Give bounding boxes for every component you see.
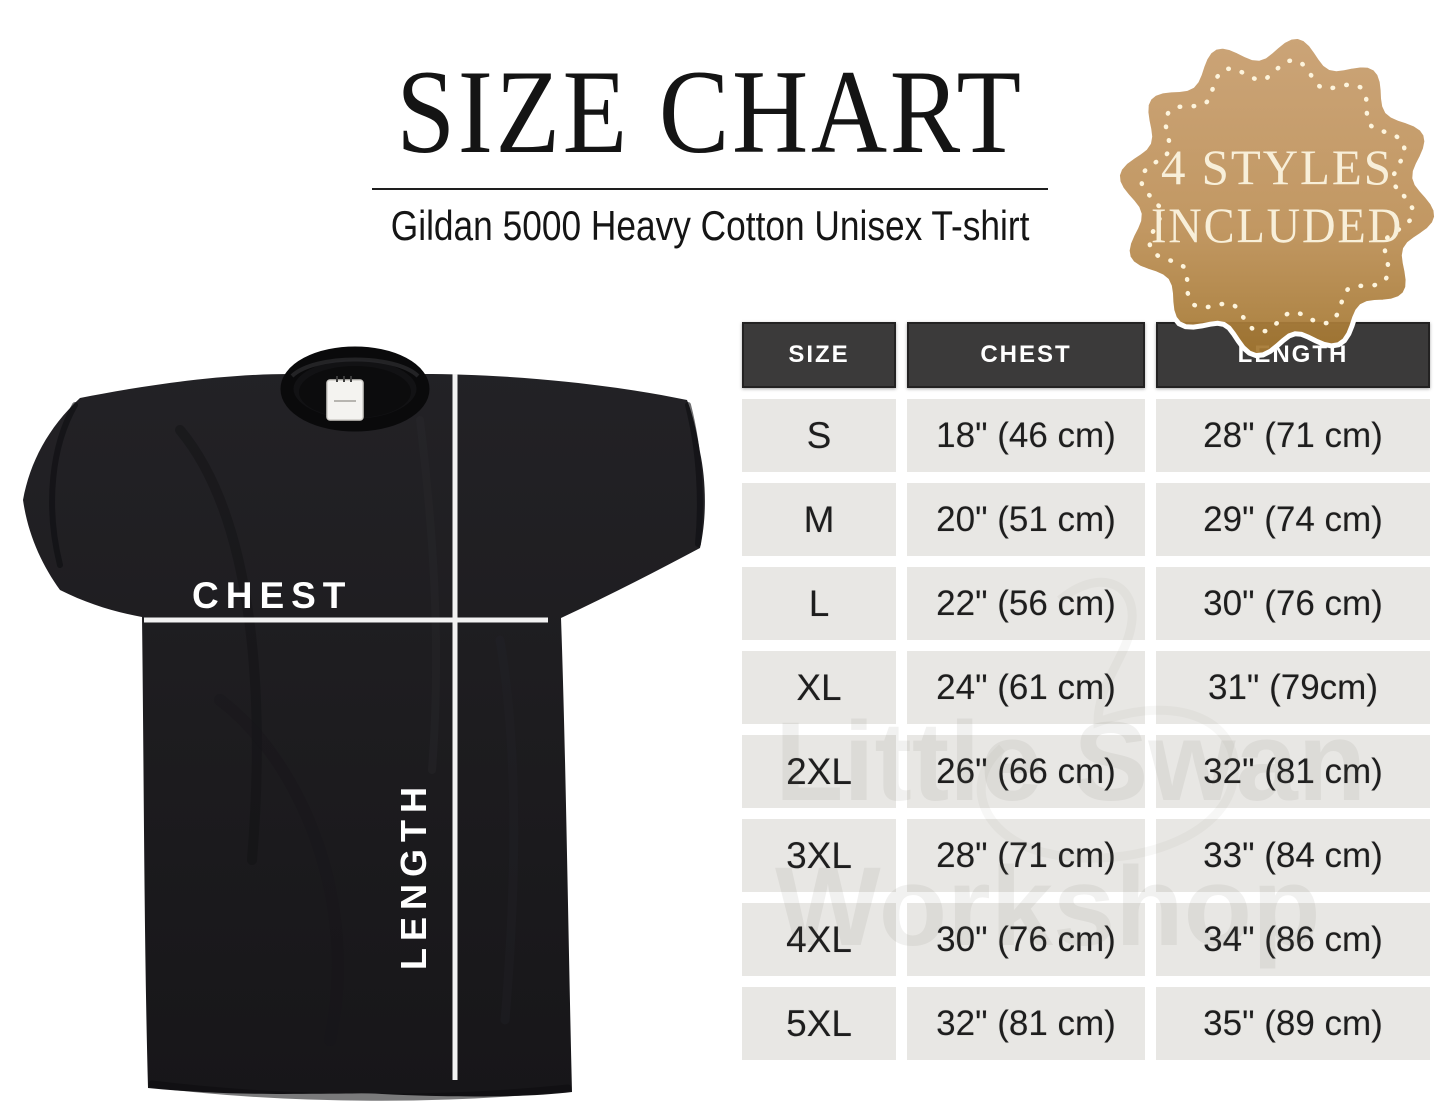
size-cell: 5XL	[742, 987, 896, 1060]
size-cell: XL	[742, 651, 896, 724]
badge-dotted-ring	[1138, 57, 1416, 335]
size-cell: M	[742, 483, 896, 556]
measurement-cell: 33" (84 cm)	[1156, 819, 1430, 892]
measurement-cell: 18" (46 cm)	[907, 399, 1145, 472]
measurement-cell: 20" (51 cm)	[907, 483, 1145, 556]
measurement-cell: 26" (66 cm)	[907, 735, 1145, 808]
size-cell: L	[742, 567, 896, 640]
chest-label: CHEST	[192, 575, 352, 616]
column-header-chest: CHEST	[907, 322, 1145, 388]
page-title: SIZE CHART	[396, 45, 1024, 178]
column-header-size: SIZE	[742, 322, 896, 388]
measurement-cell: 30" (76 cm)	[1156, 567, 1430, 640]
title-underline	[372, 188, 1048, 190]
badge-text-line2: INCLUDED	[1151, 197, 1403, 253]
measurement-cell: 32" (81 cm)	[1156, 735, 1430, 808]
size-table: SIZE CHEST LENGTH S 18" (46 cm) 28" (71 cm…	[742, 322, 1430, 1060]
measurement-cell: 34" (86 cm)	[1156, 903, 1430, 976]
tshirt-silhouette	[23, 350, 705, 1097]
measurement-cell: 22" (56 cm)	[907, 567, 1145, 640]
measurement-cell: 29" (74 cm)	[1156, 483, 1430, 556]
size-cell: 2XL	[742, 735, 896, 808]
column-header-length: LENGTH	[1156, 322, 1430, 388]
page-subtitle: Gildan 5000 Heavy Cotton Unisex T-shirt	[390, 202, 1030, 249]
size-cell: 3XL	[742, 819, 896, 892]
measurement-cell: 24" (61 cm)	[907, 651, 1145, 724]
measurement-cell: 31" (79cm)	[1156, 651, 1430, 724]
length-label: LENGTH	[393, 780, 434, 970]
measurement-cell: 28" (71 cm)	[907, 819, 1145, 892]
measurement-cell: 35" (89 cm)	[1156, 987, 1430, 1060]
measurement-cell: 32" (81 cm)	[907, 987, 1145, 1060]
badge-text-line1: 4 STYLES	[1161, 139, 1393, 195]
size-cell: 4XL	[742, 903, 896, 976]
styles-included-badge: 4 STYLES INCLUDED	[1114, 33, 1440, 359]
measurement-cell: 28" (71 cm)	[1156, 399, 1430, 472]
title-block: SIZE CHART Gildan 5000 Heavy Cotton Unis…	[330, 52, 1090, 249]
measurement-cell: 30" (76 cm)	[907, 903, 1145, 976]
size-cell: S	[742, 399, 896, 472]
neck-tag	[326, 376, 364, 421]
badge-seal-shape	[1114, 33, 1440, 359]
